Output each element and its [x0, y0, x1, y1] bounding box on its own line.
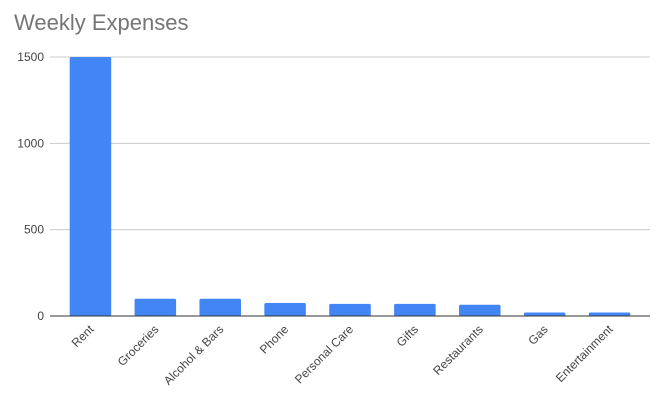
x-category-label: Alcohol & Bars — [161, 322, 227, 388]
y-tick-label: 1000 — [17, 136, 44, 150]
x-category-label: Personal Care — [292, 322, 356, 386]
y-tick-label: 500 — [24, 223, 44, 237]
x-category-label: Restaurants — [430, 322, 486, 378]
x-category-label: Rent — [69, 322, 97, 350]
x-category-label: Gas — [525, 322, 550, 347]
bar — [588, 312, 631, 316]
chart-title: Weekly Expenses — [14, 10, 189, 35]
bar — [523, 312, 566, 316]
bar — [459, 304, 501, 316]
x-category-label: Gifts — [394, 322, 421, 349]
bar — [199, 298, 241, 316]
bar — [134, 298, 177, 316]
x-category-label: Phone — [257, 322, 292, 357]
x-category-label: Groceries — [115, 322, 162, 369]
bar — [329, 303, 371, 316]
y-tick-label: 0 — [37, 309, 44, 323]
bar — [69, 57, 112, 316]
bar — [264, 303, 306, 316]
y-tick-label: 1500 — [17, 50, 44, 64]
x-category-label: Entertainment — [553, 322, 616, 385]
bar — [394, 303, 436, 316]
